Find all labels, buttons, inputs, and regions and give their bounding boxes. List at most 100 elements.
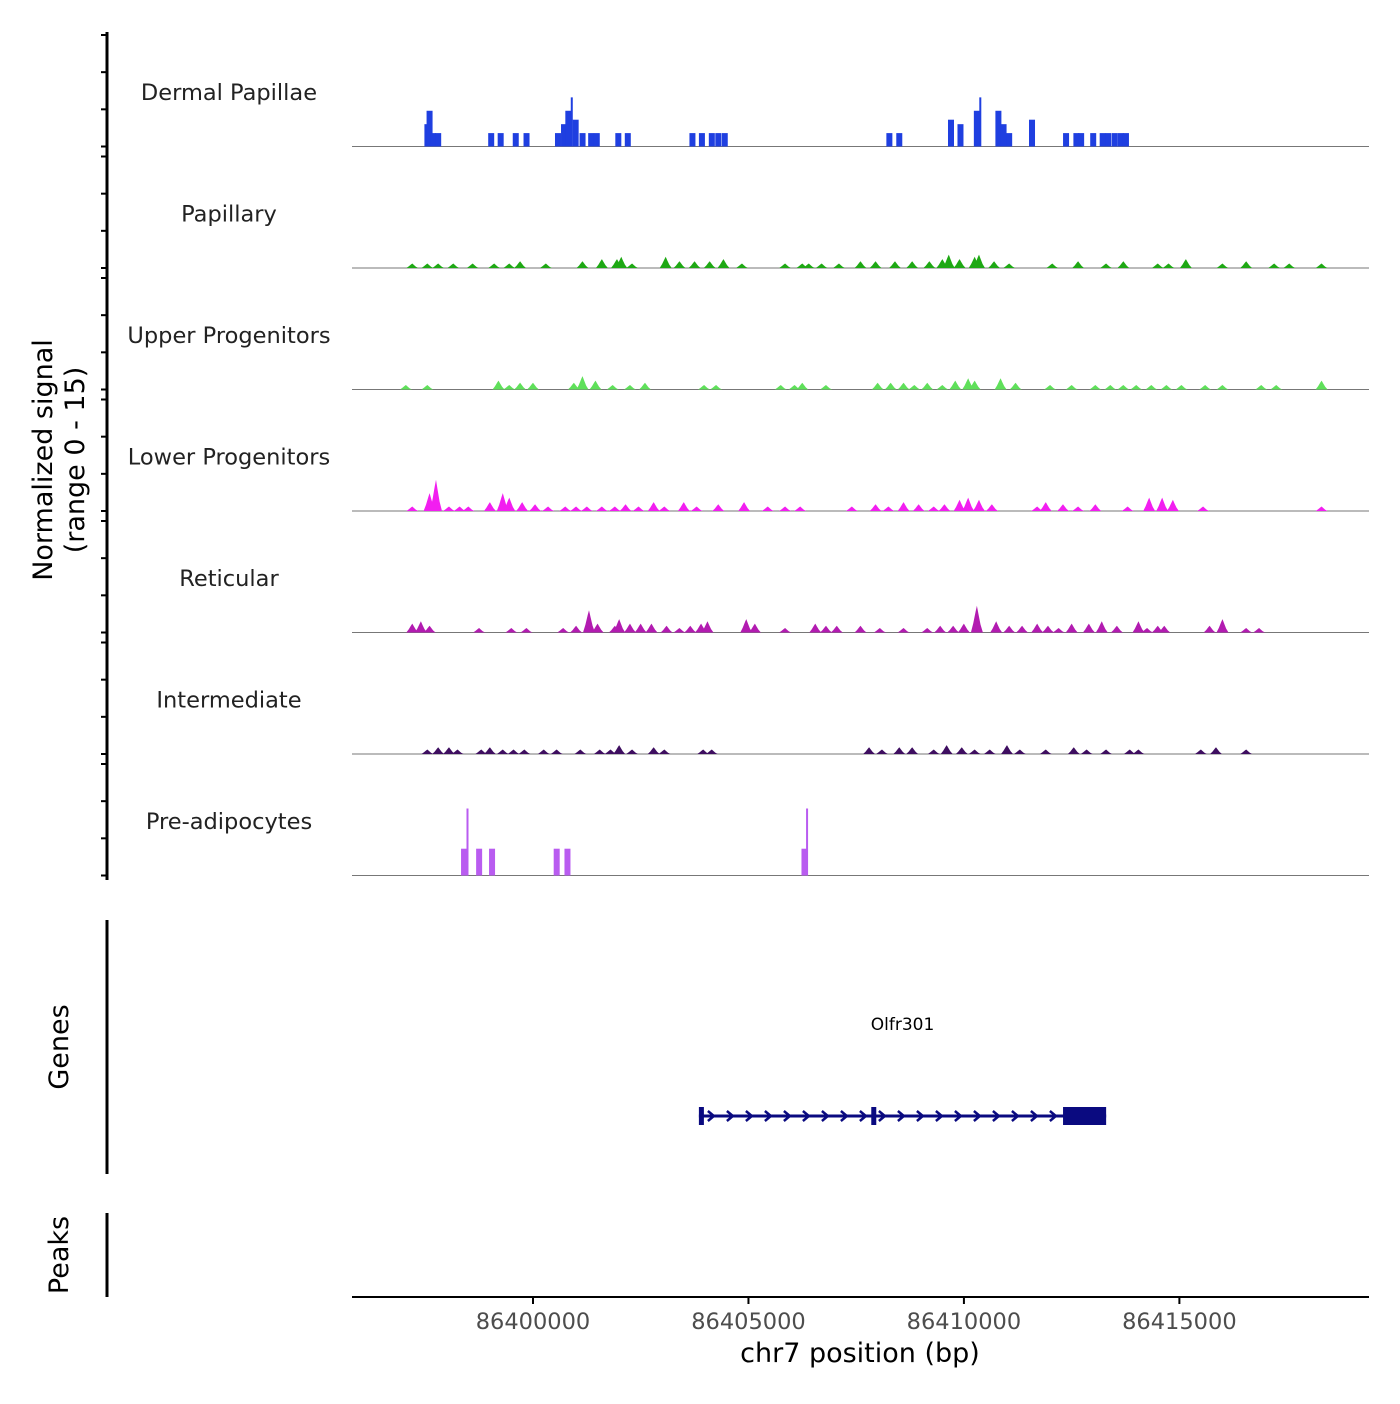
peak-reticular-2 [423, 625, 436, 633]
peak-papillary-31 [942, 254, 955, 268]
peak-reticular-48 [1203, 625, 1216, 633]
peak-upper-progenitors-0 [399, 385, 412, 390]
peak-lower-progenitors-33 [927, 506, 940, 511]
peak-papillary-45 [1240, 261, 1253, 268]
peak-dermal-papillae-39 [1111, 133, 1118, 147]
peak-dermal-papillae-5 [497, 133, 504, 147]
peak-papillary-46 [1268, 263, 1281, 268]
peak-intermediate-4 [475, 749, 488, 754]
peak-lower-progenitors-18 [632, 506, 645, 511]
peak-upper-progenitors-35 [1145, 385, 1158, 390]
peak-intermediate-24 [927, 749, 940, 754]
peak-papillary-10 [595, 259, 608, 268]
peak-pre-adipocytes-2 [476, 848, 483, 876]
peak-lower-progenitors-21 [677, 502, 690, 511]
peak-reticular-47 [1158, 625, 1171, 633]
peak-reticular-24 [820, 625, 832, 633]
peak-intermediate-35 [1123, 749, 1136, 754]
peak-reticular-35 [1003, 625, 1016, 633]
peak-lower-progenitors-49 [1315, 506, 1328, 511]
peak-upper-progenitors-17 [820, 385, 832, 390]
peak-lower-progenitors-29 [869, 504, 882, 511]
track-label-pre-adipocytes: Pre-adipocytes [146, 809, 312, 835]
x-axis-title: chr7 position (bp) [740, 1338, 980, 1369]
peak-reticular-1 [414, 621, 427, 633]
peak-pre-adipocytes-4 [553, 848, 560, 876]
peak-lower-progenitors-5 [462, 506, 475, 511]
peak-intermediate-7 [507, 749, 520, 754]
peak-intermediate-32 [1067, 747, 1080, 754]
peak-lower-progenitors-38 [985, 504, 998, 511]
peak-lower-progenitors-44 [1121, 506, 1134, 511]
peak-reticular-51 [1253, 628, 1266, 633]
peak-upper-progenitors-4 [514, 382, 527, 390]
track-label-intermediate: Intermediate [156, 688, 301, 714]
peak-lower-progenitors-46 [1156, 497, 1169, 511]
peak-dermal-papillae-28 [979, 97, 982, 147]
peak-reticular-0 [406, 623, 419, 633]
peak-lower-progenitors-20 [658, 506, 671, 511]
peak-papillary-20 [779, 263, 792, 268]
peak-papillary-47 [1283, 263, 1296, 268]
x-tick-label-2: 86410000 [907, 1309, 1022, 1335]
peak-reticular-14 [645, 623, 658, 633]
peak-papillary-14 [659, 256, 672, 268]
peak-reticular-11 [613, 619, 626, 633]
peak-lower-progenitors-6 [483, 502, 496, 511]
peak-lower-progenitors-24 [738, 502, 751, 511]
peak-papillary-25 [854, 261, 867, 268]
peak-lower-progenitors-42 [1072, 506, 1085, 511]
peak-upper-progenitors-37 [1175, 385, 1188, 390]
peak-lower-progenitors-12 [559, 506, 572, 511]
peak-lower-progenitors-25 [761, 506, 774, 511]
peak-reticular-16 [673, 628, 686, 633]
peak-papillary-2 [432, 263, 445, 268]
peak-lower-progenitors-36 [962, 497, 975, 511]
peak-upper-progenitors-33 [1117, 385, 1130, 390]
peak-upper-progenitors-3 [503, 385, 516, 390]
peak-intermediate-30 [1013, 749, 1026, 754]
peak-lower-progenitors-2 [430, 479, 442, 511]
x-tick-label-0: 86400000 [476, 1309, 591, 1335]
peak-dermal-papillae-8 [554, 133, 561, 147]
peak-upper-progenitors-31 [1089, 385, 1102, 390]
track-intermediate: Intermediate [156, 688, 1369, 755]
peak-intermediate-11 [574, 749, 587, 754]
peak-papillary-6 [503, 263, 516, 268]
peak-reticular-39 [1052, 628, 1065, 633]
peak-papillary-42 [1162, 263, 1175, 268]
peak-dermal-papillae-13 [579, 133, 586, 147]
gene-strand-arrow [859, 1110, 868, 1122]
peak-upper-progenitors-42 [1315, 380, 1328, 390]
peak-reticular-17 [684, 625, 697, 633]
peak-papillary-24 [833, 263, 845, 268]
gene-olfr301: Olfr301 [698, 1015, 1107, 1125]
peak-lower-progenitors-27 [794, 506, 807, 511]
peak-lower-progenitors-0 [406, 506, 419, 511]
peak-dermal-papillae-37 [1099, 133, 1106, 147]
peak-reticular-49 [1216, 619, 1229, 633]
peak-reticular-44 [1132, 621, 1145, 633]
peak-upper-progenitors-30 [1065, 385, 1078, 390]
peak-upper-progenitors-32 [1104, 385, 1117, 390]
peak-dermal-papillae-2 [430, 133, 437, 147]
peak-dermal-papillae-14 [588, 133, 595, 147]
peak-dermal-papillae-40 [1117, 133, 1124, 147]
peak-upper-progenitors-16 [796, 382, 809, 390]
peak-intermediate-3 [451, 749, 464, 754]
peak-intermediate-5 [483, 747, 496, 754]
peak-lower-progenitors-9 [516, 502, 529, 511]
peak-dermal-papillae-29 [995, 110, 1002, 147]
peak-intermediate-37 [1194, 749, 1207, 754]
peak-papillary-48 [1315, 263, 1328, 268]
peak-papillary-41 [1151, 263, 1164, 268]
track-pre-adipocytes: Pre-adipocytes [146, 808, 1369, 876]
peak-upper-progenitors-14 [774, 385, 787, 390]
peaks-track-title: Peaks [44, 1216, 75, 1294]
peak-upper-progenitors-2 [492, 380, 505, 390]
peak-intermediate-31 [1039, 749, 1052, 754]
peak-lower-progenitors-19 [647, 502, 660, 511]
peak-intermediate-39 [1240, 749, 1253, 754]
peak-intermediate-38 [1210, 747, 1222, 754]
